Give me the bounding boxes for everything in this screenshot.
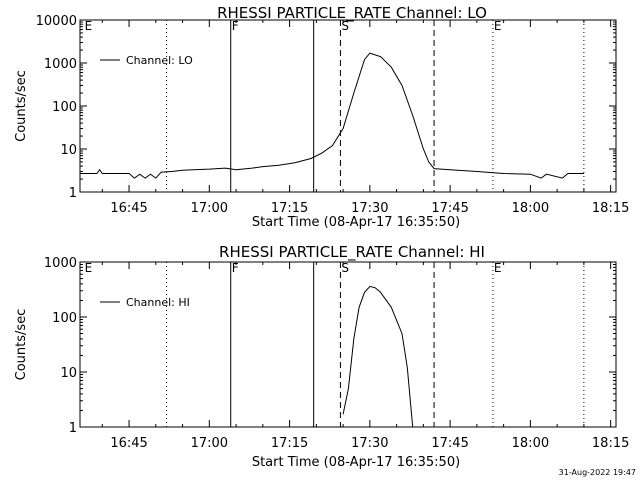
y-tick-label: 10000 [36,14,77,29]
y-axis-label: Counts/sec [14,70,29,142]
y-tick-label: 1 [69,186,77,201]
series-line [342,285,414,428]
x-tick-label: 17:45 [431,436,468,451]
y-tick-label: 1 [69,421,77,436]
event-marker-label: S [341,261,349,275]
x-tick-label: 17:00 [191,201,228,216]
y-tick-label: 1000 [44,256,77,271]
legend-label: Channel: HI [126,296,190,309]
x-tick-label: 17:15 [271,436,308,451]
x-tick-label: 18:00 [512,201,549,216]
x-axis-label: Start Time (08-Apr-17 16:35:50) [252,455,460,470]
x-tick-label: 18:15 [592,436,629,451]
x-tick-label: 17:00 [191,436,228,451]
event-marker-label: S [341,19,349,33]
x-tick-label: 17:15 [271,201,308,216]
y-tick-label: 100 [52,100,77,115]
lo-channel-plot: RHESSI PARTICLE_RATE Channel: LO 1 10 100 10… [14,4,629,230]
event-marker-label: F [232,19,239,33]
event-marker-label: E [85,19,93,33]
chart-title: RHESSI PARTICLE_RATE Channel: LO [217,4,487,23]
hi-channel-plot: RHESSI PARTICLE_RATE Channel: HI 1 10 100 10… [14,243,629,470]
plot-frame [79,19,617,193]
x-tick-label: 17:45 [431,201,468,216]
event-marker-label: E [494,19,502,33]
chart-title: RHESSI PARTICLE_RATE Channel: HI [219,243,485,262]
x-tick-label: 17:30 [351,201,388,216]
timestamp: 31-Aug-2022 19:47 [559,468,636,477]
x-tick-label: 16:45 [110,436,147,451]
x-tick-label: 17:30 [351,436,388,451]
y-axis-label: Counts/sec [14,309,29,381]
y-tick-label: 1000 [44,57,77,72]
y-tick-label: 10 [60,143,77,158]
x-tick-label: 16:45 [110,201,147,216]
x-tick-label: 18:00 [512,436,549,451]
event-marker-label: E [494,261,502,275]
x-tick-label: 18:15 [592,201,629,216]
event-marker-label: E [85,261,93,275]
y-tick-label: 10 [60,366,77,381]
event-marker-label: F [232,261,239,275]
x-axis-label: Start Time (08-Apr-17 16:35:50) [252,215,460,230]
y-tick-label: 100 [52,311,77,326]
series-line [80,52,584,179]
plot-frame [79,261,617,428]
legend-label: Channel: LO [126,54,193,67]
